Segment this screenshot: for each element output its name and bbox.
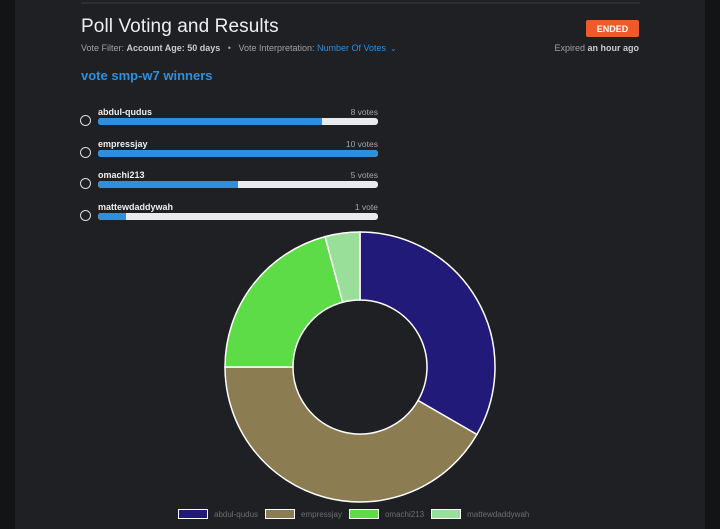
status-badge: ENDED [586, 20, 639, 37]
option-name: mattewdaddywah [98, 202, 174, 212]
legend-label: abdul-qudus [214, 509, 259, 519]
option-votes: 8 votes [350, 107, 378, 117]
vote-bar [98, 181, 378, 188]
legend-swatch [178, 509, 208, 519]
radio-button[interactable] [80, 147, 91, 158]
vote-bar-fill [98, 213, 126, 220]
legend-swatch [431, 509, 462, 519]
vote-bar-fill [98, 150, 378, 157]
vote-filter-label: Vote Filter: [81, 43, 125, 53]
separator: • [227, 43, 231, 53]
expired-value: an hour ago [587, 43, 640, 53]
chart-legend: abdul-qudus empressjay omachi213 mattewdadd… [178, 509, 536, 519]
option-name: empressjay [98, 139, 148, 149]
radio-button[interactable] [80, 178, 91, 189]
vote-filter-value: Account Age: 50 days [126, 43, 221, 53]
legend-item[interactable]: empressjay [265, 509, 342, 519]
vote-bar-fill [98, 118, 322, 125]
legend-label: empressjay [301, 509, 342, 519]
option-votes: 10 votes [345, 139, 378, 149]
option-votes: 5 votes [350, 170, 378, 180]
option-votes: 1 vote [354, 202, 378, 212]
legend-item[interactable]: abdul-qudus [178, 509, 258, 519]
donut-slice-empressjay[interactable] [224, 366, 478, 503]
expiry-info: Expired an hour ago [554, 43, 639, 53]
poll-option[interactable]: empressjay 10 votes [80, 139, 378, 163]
donut-slice-omachi213[interactable] [224, 235, 344, 368]
poll-question: vote smp-w7 winners [81, 68, 213, 83]
poll-option[interactable]: omachi213 5 votes [80, 170, 378, 194]
legend-swatch [348, 509, 379, 519]
vote-interpretation-label: Vote Interpretation: [238, 43, 315, 53]
legend-item[interactable]: mattewdaddywah [431, 509, 529, 519]
divider [81, 2, 640, 4]
legend-item[interactable]: omachi213 [348, 509, 425, 519]
donut-slice-mattewdaddywah[interactable] [324, 231, 361, 304]
donut-slice-abdul-qudus[interactable] [359, 231, 496, 436]
radio-button[interactable] [80, 115, 91, 126]
option-name: abdul-qudus [98, 107, 152, 117]
legend-label: mattewdaddywah [467, 509, 530, 519]
poll-option[interactable]: abdul-qudus 8 votes [80, 107, 378, 131]
vote-filter-bar: Vote Filter: Account Age: 50 days • Vote… [81, 43, 397, 53]
radio-button[interactable] [80, 210, 91, 221]
vote-bar [98, 213, 378, 220]
page-title: Poll Voting and Results [81, 16, 279, 37]
vote-bar-fill [98, 181, 238, 188]
vote-interpretation-value: Number Of Votes [317, 43, 387, 53]
option-name: omachi213 [98, 170, 145, 180]
expired-label: Expired [554, 43, 585, 53]
chevron-down-icon: ⌄ [390, 44, 397, 53]
poll-option[interactable]: mattewdaddywah 1 vote [80, 202, 378, 226]
legend-label: omachi213 [384, 509, 425, 519]
vote-interpretation-dropdown[interactable]: Number Of Votes ⌄ [317, 43, 397, 53]
vote-bar [98, 150, 378, 157]
legend-swatch [265, 509, 296, 519]
vote-bar [98, 118, 378, 125]
